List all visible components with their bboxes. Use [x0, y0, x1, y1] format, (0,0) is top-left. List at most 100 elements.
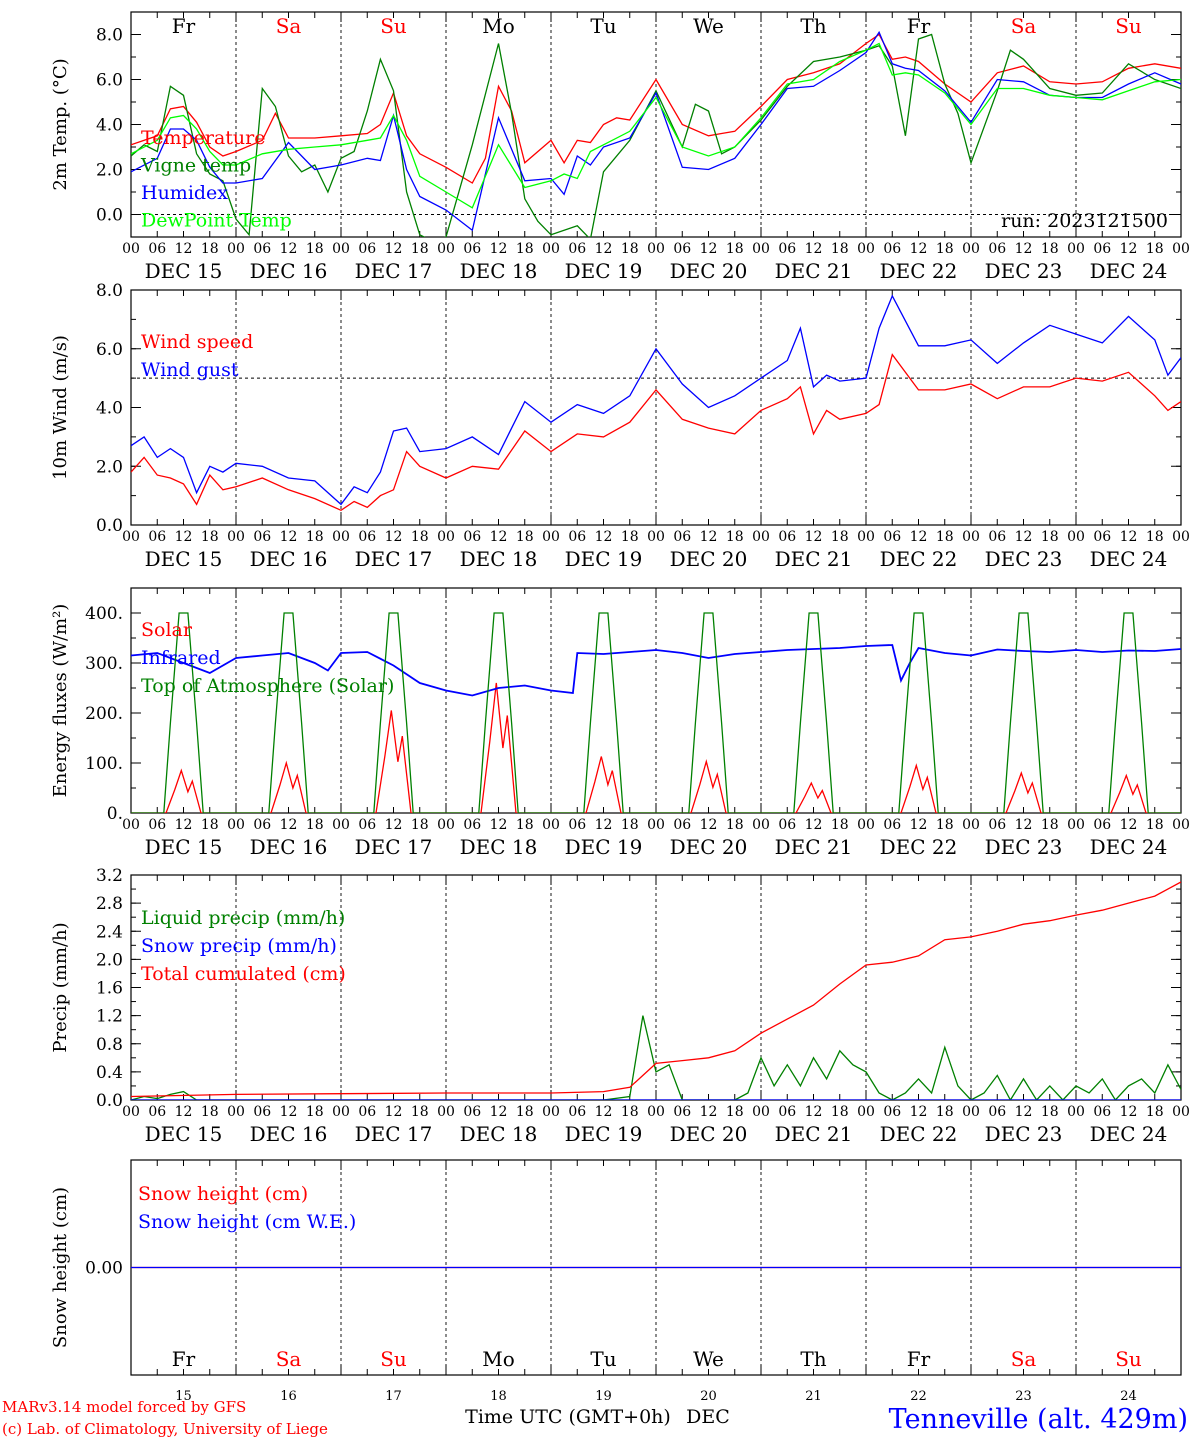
x-tick-label: 00 [962, 241, 980, 257]
day-name: Su [380, 1347, 407, 1371]
y-axis-title: 2m Temp. (°C) [50, 58, 71, 190]
x-tick-label: 06 [1093, 817, 1111, 833]
day-number: 20 [700, 1389, 717, 1404]
x-tick-label: 18 [621, 1104, 639, 1120]
x-tick-label: 18 [411, 817, 429, 833]
date-label: DEC 16 [250, 259, 328, 283]
x-tick-label: 06 [778, 1104, 796, 1120]
y-tick-label: 400. [85, 604, 123, 624]
y-tick-label: 1.6 [96, 979, 123, 999]
day-name: Fr [907, 1347, 931, 1371]
x-tick-label: 00 [1172, 817, 1190, 833]
date-label: DEC 24 [1090, 1122, 1168, 1146]
x-tick-label: 12 [910, 817, 928, 833]
date-label: DEC 16 [250, 1122, 328, 1146]
date-label: DEC 19 [565, 835, 643, 859]
x-tick-label: 12 [490, 1104, 508, 1120]
x-tick-label: 00 [437, 529, 455, 545]
x-tick-label: 06 [988, 529, 1006, 545]
date-label: DEC 19 [565, 1122, 643, 1146]
date-label: DEC 24 [1090, 547, 1168, 571]
date-label: DEC 21 [775, 1122, 853, 1146]
x-tick-label: 06 [253, 241, 271, 257]
series-line [131, 42, 1181, 209]
day-name: We [693, 1347, 724, 1371]
x-tick-label: 12 [1015, 529, 1033, 545]
series-line [131, 881, 1181, 1098]
y-tick-label: 4.0 [96, 399, 123, 419]
x-tick-label: 18 [831, 529, 849, 545]
x-tick-label: 18 [201, 241, 219, 257]
day-name: Tu [590, 14, 616, 38]
date-label: DEC 23 [985, 259, 1063, 283]
legend-entry: Wind gust [141, 359, 239, 381]
y-tick-label: 2.0 [96, 161, 123, 181]
model-credit-line2: (c) Lab. of Climatology, University of L… [2, 1420, 328, 1438]
day-name: Th [800, 1347, 826, 1371]
x-tick-label: 00 [962, 817, 980, 833]
x-tick-label: 12 [175, 1104, 193, 1120]
date-label: DEC 15 [145, 259, 223, 283]
x-tick-label: 06 [673, 529, 691, 545]
x-tick-label: 12 [385, 529, 403, 545]
x-tick-label: 18 [516, 817, 534, 833]
x-tick-label: 12 [595, 817, 613, 833]
y-tick-label: 2.0 [96, 457, 123, 477]
x-tick-label: 12 [700, 817, 718, 833]
x-tick-label: 18 [411, 241, 429, 257]
x-tick-label: 18 [1041, 1104, 1059, 1120]
panel-2: 00 06 12 18 00 06 12 18 00 06 12 18 00 06 12 18 00 06 12 18… [50, 281, 1190, 571]
x-tick-label: 18 [936, 241, 954, 257]
date-label: DEC 23 [985, 547, 1063, 571]
x-tick-label: 06 [463, 241, 481, 257]
x-tick-label: 06 [1093, 1104, 1111, 1120]
series-line [131, 1015, 1181, 1100]
x-tick-label: 00 [647, 817, 665, 833]
day-name: Mo [482, 14, 515, 38]
x-tick-label: 00 [752, 241, 770, 257]
x-tick-label: 00 [122, 241, 140, 257]
x-tick-label: 18 [831, 241, 849, 257]
date-label: DEC 16 [250, 547, 328, 571]
x-tick-label: 18 [516, 241, 534, 257]
day-name: Fr [907, 14, 931, 38]
y-tick-label: 0.4 [96, 1063, 123, 1083]
y-tick-label: 0.0 [96, 516, 123, 536]
date-label: DEC 22 [880, 1122, 958, 1146]
x-tick-label: 12 [175, 529, 193, 545]
x-tick-label: 06 [358, 1104, 376, 1120]
date-label: DEC 19 [565, 547, 643, 571]
x-tick-label: 00 [1067, 1104, 1085, 1120]
x-tick-label: 12 [910, 1104, 928, 1120]
date-label: DEC 18 [460, 547, 538, 571]
x-tick-label: 00 [1067, 817, 1085, 833]
x-tick-label: 06 [673, 817, 691, 833]
x-tick-label: 18 [411, 529, 429, 545]
x-tick-label: 06 [148, 241, 166, 257]
series-line [131, 30, 1181, 232]
date-label: DEC 18 [460, 835, 538, 859]
x-tick-label: 18 [726, 817, 744, 833]
day-name: Sa [1011, 1347, 1037, 1371]
legend-entry: Solar [141, 619, 193, 641]
x-tick-label: 06 [988, 241, 1006, 257]
x-tick-label: 06 [148, 1104, 166, 1120]
y-tick-label: 6.0 [96, 71, 123, 91]
legend-entry: Temperature [141, 127, 265, 149]
x-tick-label: 00 [1172, 241, 1190, 257]
x-tick-label: 18 [1041, 817, 1059, 833]
legend-entry: DewPoint Temp [141, 210, 292, 232]
y-tick-label: 0. [107, 804, 123, 824]
day-number: 15 [175, 1389, 192, 1404]
x-tick-label: 00 [542, 817, 560, 833]
y-tick-label: 0.00 [85, 1259, 123, 1279]
x-axis-title: Time UTC (GMT+0h) [465, 1406, 671, 1428]
x-tick-label: 00 [857, 817, 875, 833]
x-tick-label: 18 [306, 817, 324, 833]
x-tick-label: 12 [175, 241, 193, 257]
y-tick-label: 8.0 [96, 281, 123, 301]
date-label: DEC 22 [880, 259, 958, 283]
x-tick-label: 06 [568, 529, 586, 545]
x-tick-label: 00 [752, 1104, 770, 1120]
date-label: DEC 22 [880, 547, 958, 571]
